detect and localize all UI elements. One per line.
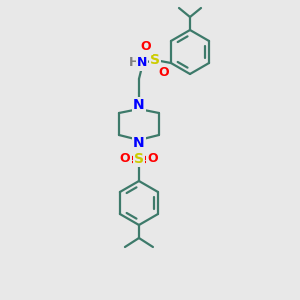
Text: S: S bbox=[134, 152, 144, 166]
Text: O: O bbox=[148, 152, 158, 166]
Text: N: N bbox=[133, 98, 145, 112]
Text: O: O bbox=[159, 67, 169, 80]
Text: N: N bbox=[137, 56, 147, 70]
Text: S: S bbox=[150, 53, 160, 67]
Text: O: O bbox=[141, 40, 151, 53]
Text: N: N bbox=[133, 136, 145, 150]
Text: H: H bbox=[129, 56, 139, 70]
Text: O: O bbox=[120, 152, 130, 166]
